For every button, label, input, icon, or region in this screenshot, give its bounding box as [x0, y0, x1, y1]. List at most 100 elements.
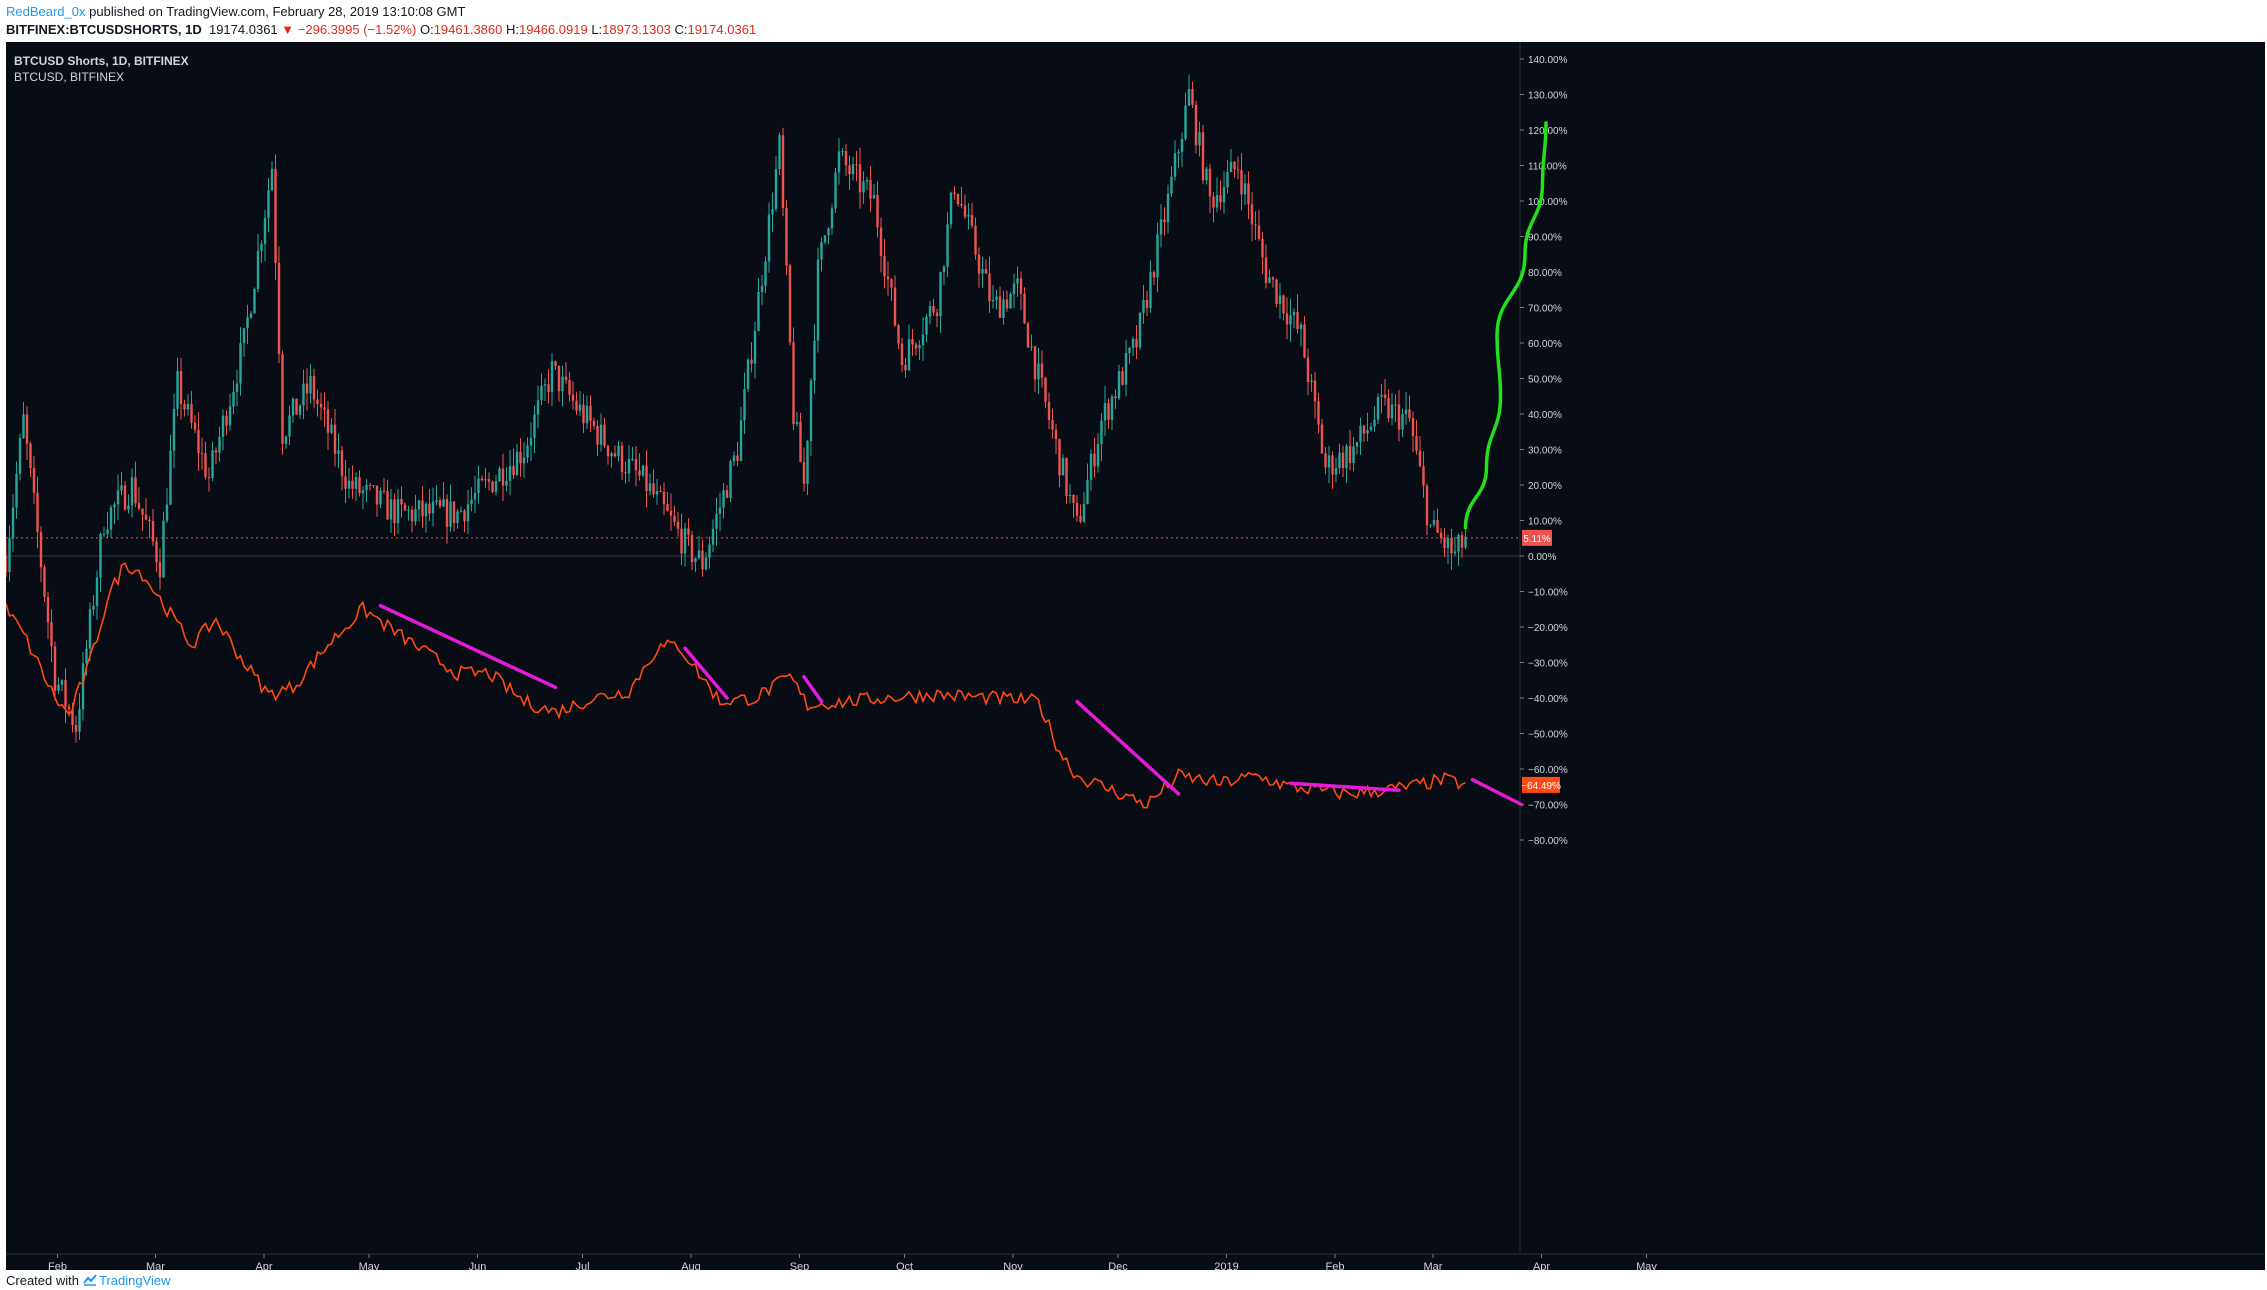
candle-body: [1040, 363, 1044, 378]
candle-body: [64, 680, 67, 707]
candle-body: [246, 317, 249, 329]
candle-body: [463, 510, 466, 522]
candle-body: [1093, 453, 1096, 467]
candle-body: [872, 194, 876, 199]
candle-body: [715, 513, 718, 529]
candle-body: [148, 519, 151, 522]
candle-body: [1362, 425, 1366, 434]
candle-body: [1058, 439, 1061, 476]
y-tick-label: 110.00%: [1528, 162, 1567, 173]
candle-body: [46, 596, 50, 623]
candle-body: [834, 172, 837, 209]
y-tick-label: −50.00%: [1528, 730, 1568, 741]
candle-body: [963, 205, 967, 217]
candle-body: [281, 354, 284, 444]
candle-body: [967, 215, 970, 217]
candle-body: [1299, 324, 1303, 330]
author-link[interactable]: RedBeard_0x: [6, 4, 86, 19]
candle-body: [1166, 193, 1170, 223]
candle-body: [1128, 347, 1131, 354]
candle-body: [337, 450, 340, 454]
y-tick-label: 0.00%: [1528, 552, 1556, 563]
candle-body: [1163, 219, 1166, 223]
candle-body: [375, 485, 379, 505]
candle-body: [284, 436, 288, 444]
candle-body: [1030, 346, 1033, 348]
candle-body: [99, 534, 102, 578]
candle-body: [536, 400, 540, 415]
candle-body: [508, 466, 512, 481]
candle-body: [29, 443, 32, 469]
candle-body: [400, 498, 403, 505]
x-tick-label: Nov: [1003, 1261, 1023, 1270]
candle-body: [760, 285, 764, 292]
candle-body: [830, 208, 834, 229]
y-tick-label: 20.00%: [1528, 481, 1562, 492]
main-series-legend[interactable]: BTCUSD Shorts, 1D, BITFINEX: [14, 54, 189, 68]
candle-body: [438, 500, 442, 507]
chart-area[interactable]: 140.00% 130.00% 120.00% 110.00% 100.00% 90.00…: [6, 42, 2265, 1270]
candle-body: [1138, 312, 1142, 348]
candle-body: [795, 421, 799, 425]
candle-body: [71, 709, 74, 726]
candle-body: [844, 151, 848, 166]
candle-body: [1170, 176, 1173, 194]
candle-body: [918, 345, 921, 349]
candle-body: [984, 269, 988, 274]
candle-body: [134, 477, 137, 504]
candle-body: [1026, 323, 1030, 348]
candle-body: [1345, 445, 1348, 469]
candle-body: [1114, 396, 1117, 399]
candle-body: [928, 306, 932, 317]
candle-body: [946, 224, 949, 267]
candle-body: [515, 451, 519, 476]
candle-body: [785, 208, 788, 266]
candle-body: [557, 365, 561, 392]
y-tick-label: −80.00%: [1528, 836, 1568, 847]
x-tick-label: May: [1636, 1261, 1657, 1270]
candle-body: [687, 528, 690, 535]
y-tick-label: 100.00%: [1528, 197, 1568, 208]
y-tick-label: −20.00%: [1528, 623, 1568, 634]
candle-body: [529, 437, 533, 446]
candle-body: [204, 453, 207, 478]
candle-body: [998, 296, 1002, 318]
high-value: 19466.0919: [519, 22, 588, 37]
candle-body: [505, 480, 508, 486]
candle-body: [1439, 532, 1443, 538]
tradingview-brand[interactable]: TradingView: [99, 1273, 171, 1288]
candle-body: [417, 500, 421, 510]
close-value: 19174.0361: [687, 22, 757, 37]
trend-line: [1075, 699, 1181, 796]
compare-series-legend[interactable]: BTCUSD, BITFINEX: [14, 70, 125, 84]
candle-body: [218, 436, 221, 453]
candle-body: [274, 168, 277, 263]
candle-body: [543, 384, 547, 386]
candle-body: [1233, 161, 1236, 170]
candle-body: [792, 342, 795, 425]
candle-body: [1208, 168, 1212, 197]
candle-body: [848, 165, 851, 175]
candle-body: [305, 383, 309, 394]
open-label: O:: [419, 22, 434, 37]
candle-body: [67, 706, 71, 710]
candle-body: [1271, 277, 1275, 280]
candle-body: [442, 499, 445, 507]
chart-svg[interactable]: 140.00% 130.00% 120.00% 110.00% 100.00% 90.00…: [6, 42, 2265, 1270]
low-label: L:: [591, 22, 603, 37]
candle-body: [1418, 450, 1422, 467]
x-tick-label: Feb: [1326, 1261, 1345, 1270]
candle-body: [750, 359, 753, 364]
candle-body: [57, 684, 60, 691]
candle-body: [113, 504, 116, 508]
candle-body: [459, 510, 463, 512]
candle-body: [386, 490, 389, 520]
candle-body: [1387, 398, 1390, 419]
candle-body: [942, 266, 946, 273]
candle-body: [130, 477, 134, 506]
candle-body: [589, 405, 592, 421]
candle-body: [893, 287, 897, 326]
candle-body: [1313, 380, 1317, 402]
candle-body: [1376, 396, 1380, 420]
x-tick-label: Apr: [1533, 1261, 1550, 1270]
